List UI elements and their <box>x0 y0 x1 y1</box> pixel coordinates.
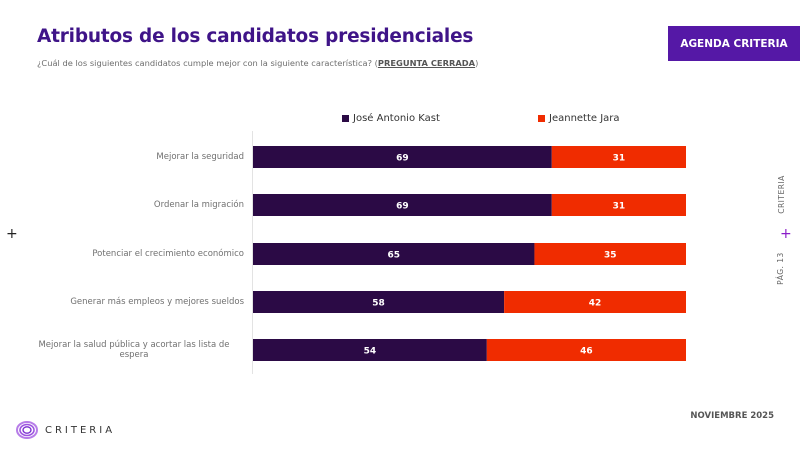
legend-item-jara: Jeannette Jara <box>538 113 620 124</box>
legend-swatch-jara <box>538 115 545 122</box>
category-label: Mejorar la seguridad <box>156 151 244 162</box>
bar-value-label: 35 <box>604 251 617 261</box>
footer-date: NOVIEMBRE 2025 <box>690 411 774 421</box>
bar-segment-kast <box>253 194 552 216</box>
bar-value-label: 31 <box>613 154 626 164</box>
side-brand: CRITERIA <box>776 175 786 214</box>
logo-text: CRITERIA <box>45 424 116 436</box>
bar-value-label: 46 <box>580 347 593 357</box>
bar-segment-jara <box>486 339 686 361</box>
plus-decoration-right: + <box>780 226 792 242</box>
bar-segment-kast <box>253 339 487 361</box>
bar-segment-kast <box>253 291 505 313</box>
subtitle-text: ¿Cuál de los siguientes candidatos cumpl… <box>37 58 378 68</box>
criteria-logo: CRITERIA <box>16 421 115 439</box>
legend-swatch-kast <box>342 115 349 122</box>
page-number: PÁG. 13 <box>775 252 785 285</box>
bar-value-label: 58 <box>372 299 385 309</box>
bar-segment-jara <box>551 146 686 168</box>
subtitle-emphasis: PREGUNTA CERRADA <box>377 58 476 68</box>
bar-segment-jara <box>534 243 686 265</box>
bar-value-label: 69 <box>396 202 409 212</box>
category-label: Ordenar la migración <box>153 199 244 210</box>
page-title: Atributos de los candidatos presidencial… <box>37 26 474 47</box>
bar-value-label: 54 <box>364 347 377 357</box>
bar-value-label: 31 <box>613 202 626 212</box>
y-axis-line <box>252 131 253 374</box>
bar-segment-jara <box>504 291 686 313</box>
plus-decoration-left: + <box>6 226 18 242</box>
legend-label-jara: Jeannette Jara <box>549 113 620 124</box>
bar-value-label: 69 <box>396 154 409 164</box>
agenda-badge: AGENDA CRITERIA <box>668 26 800 61</box>
category-label: Generar más empleos y mejores sueldos <box>70 296 244 307</box>
criteria-logo-icon <box>16 421 38 439</box>
category-label: Mejorar la salud pública y acortar las l… <box>38 339 230 361</box>
page-subtitle: ¿Cuál de los siguientes candidatos cumpl… <box>37 58 478 68</box>
legend-item-kast: José Antonio Kast <box>342 113 440 124</box>
bar-value-label: 42 <box>589 299 602 309</box>
category-label: Potenciar el crecimiento económico <box>92 248 244 259</box>
bar-segment-jara <box>551 194 686 216</box>
legend-label-kast: José Antonio Kast <box>353 113 440 124</box>
subtitle-suffix: ) <box>475 58 479 68</box>
bar-segment-kast <box>253 243 535 265</box>
bar-segment-kast <box>253 146 552 168</box>
bar-value-label: 65 <box>387 251 400 261</box>
